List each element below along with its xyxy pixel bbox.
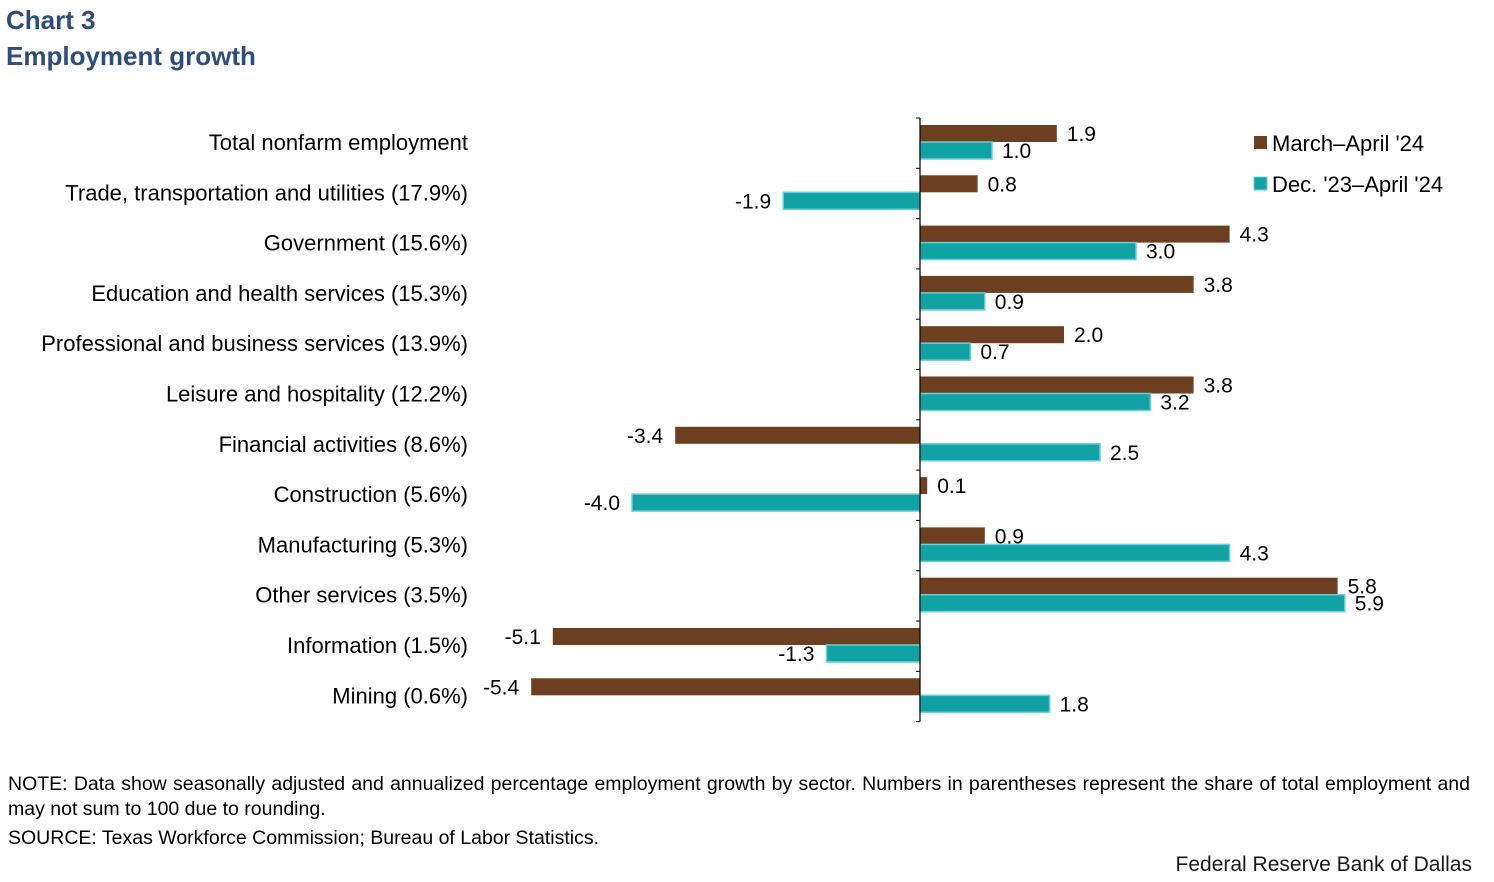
category-label: Professional and business services (13.9… bbox=[41, 331, 468, 356]
data-label: 0.9 bbox=[995, 525, 1024, 548]
chart-title-block: Chart 3 Employment growth bbox=[6, 2, 256, 74]
bar-dec-april bbox=[919, 241, 1137, 261]
data-label: 0.7 bbox=[980, 341, 1009, 364]
bar-dec-april bbox=[919, 141, 993, 160]
bar-dec-april bbox=[782, 191, 921, 211]
category-label: Total nonfarm employment bbox=[209, 130, 468, 155]
legend-swatch-march-april bbox=[1254, 136, 1267, 149]
category-label: Trade, transportation and utilities (17.… bbox=[65, 180, 468, 205]
data-label: 1.8 bbox=[1060, 693, 1089, 716]
chart-source: SOURCE: Texas Workforce Commission; Bure… bbox=[8, 827, 599, 849]
data-label: 3.8 bbox=[1204, 375, 1233, 398]
bar-march-april bbox=[531, 678, 920, 696]
bar-march-april bbox=[920, 326, 1064, 344]
category-label: Construction (5.6%) bbox=[274, 482, 468, 507]
bar-march-april bbox=[920, 125, 1057, 142]
data-label: 0.8 bbox=[988, 173, 1017, 196]
bar-dec-april bbox=[825, 644, 921, 663]
legend-label: Dec. '23–April '24 bbox=[1272, 172, 1443, 197]
legend-swatch-dec-april bbox=[1253, 176, 1268, 191]
bar-march-april bbox=[920, 175, 978, 193]
data-label: -5.4 bbox=[483, 676, 520, 699]
category-label: Manufacturing (5.3%) bbox=[258, 532, 468, 557]
bar-march-april bbox=[675, 426, 920, 444]
data-label: 1.9 bbox=[1067, 123, 1096, 146]
data-label: 2.5 bbox=[1110, 442, 1139, 465]
bar-march-april bbox=[920, 376, 1194, 394]
data-label: 2.0 bbox=[1074, 324, 1103, 347]
chart-title: Employment growth bbox=[6, 41, 256, 71]
category-label: Financial activities (8.6%) bbox=[219, 432, 468, 457]
data-label: -5.1 bbox=[505, 626, 541, 649]
category-label: Leisure and hospitality (12.2%) bbox=[166, 382, 468, 407]
data-label: -1.3 bbox=[778, 643, 814, 666]
bar-march-april bbox=[552, 628, 920, 645]
bar-march-april bbox=[920, 275, 1194, 293]
bar-dec-april bbox=[919, 543, 1231, 563]
bar-march-april bbox=[920, 577, 1338, 595]
data-label: 5.9 bbox=[1355, 593, 1384, 616]
data-label: 0.1 bbox=[937, 475, 966, 498]
data-label: 0.9 bbox=[995, 291, 1024, 314]
data-label: 3.8 bbox=[1204, 274, 1233, 297]
data-label: 3.2 bbox=[1160, 392, 1189, 415]
data-label: -3.4 bbox=[627, 425, 664, 448]
data-label: 4.3 bbox=[1240, 542, 1269, 565]
chart-number: Chart 3 bbox=[6, 5, 96, 35]
bar-dec-april bbox=[919, 342, 972, 361]
bar-dec-april bbox=[919, 292, 986, 311]
data-label: 4.3 bbox=[1240, 224, 1269, 247]
bar-dec-april bbox=[919, 443, 1101, 462]
category-label: Information (1.5%) bbox=[287, 633, 468, 658]
bar-chart: 1.9 1.0 0.8 -1.9 4.3 3.0 3.8 0.9 2.0 0.7 3.8 3.2 -3.… bbox=[41, 117, 1443, 723]
category-label: Government (15.6%) bbox=[264, 231, 468, 256]
credit-line: Federal Reserve Bank of Dallas bbox=[1175, 853, 1472, 876]
data-label: 5.8 bbox=[1348, 576, 1377, 599]
legend-label: March–April '24 bbox=[1272, 131, 1424, 156]
bar-march-april bbox=[920, 527, 985, 545]
bar-dec-april bbox=[919, 392, 1152, 412]
data-label: -4.0 bbox=[584, 492, 620, 515]
bar-dec-april bbox=[919, 694, 1051, 714]
data-label: 3.0 bbox=[1146, 241, 1175, 264]
category-label: Other services (3.5%) bbox=[255, 583, 468, 608]
category-label: Mining (0.6%) bbox=[332, 683, 468, 708]
chart-note: NOTE: Data show seasonally adjusted and … bbox=[8, 773, 1470, 820]
data-label: 1.0 bbox=[1002, 140, 1031, 163]
data-label: -1.9 bbox=[735, 190, 771, 213]
bar-dec-april bbox=[631, 493, 921, 512]
bar-march-april bbox=[920, 477, 928, 495]
bar-march-april bbox=[920, 225, 1230, 243]
bar-dec-april bbox=[919, 593, 1346, 613]
category-label: Education and health services (15.3%) bbox=[91, 281, 468, 306]
